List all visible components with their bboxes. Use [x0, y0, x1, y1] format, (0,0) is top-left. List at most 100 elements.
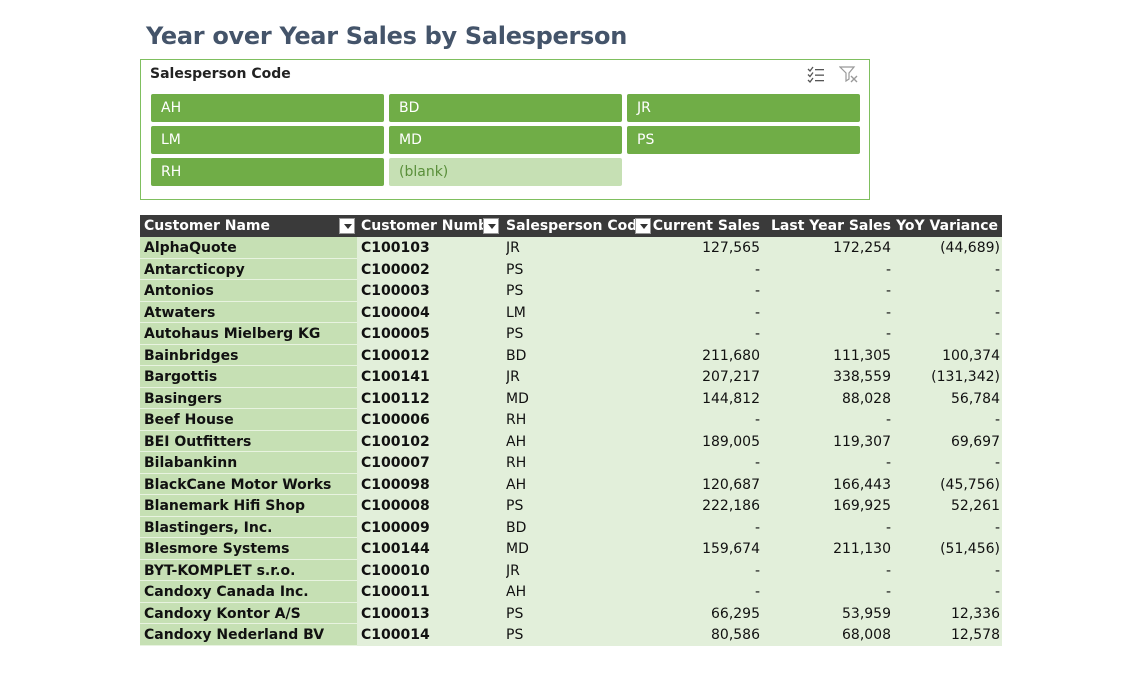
cell-customer-name[interactable]: Bilabankinn: [140, 452, 357, 474]
cell-yoy-variance[interactable]: -: [994, 519, 1000, 536]
cell-yoy-variance[interactable]: -: [994, 562, 1000, 579]
cell-customer-name[interactable]: Beef House: [140, 409, 357, 431]
cell-yoy-variance[interactable]: 69,697: [951, 433, 1000, 450]
cell-yoy-variance[interactable]: 100,374: [942, 347, 1000, 364]
cell-customer-name[interactable]: Blesmore Systems: [140, 538, 357, 560]
cell-salesperson-code[interactable]: PS: [506, 498, 524, 514]
cell-customer-number[interactable]: C100002: [361, 261, 430, 278]
cell-customer-number[interactable]: C100102: [361, 433, 430, 450]
cell-customer-number[interactable]: C100012: [361, 347, 430, 364]
cell-current-sales[interactable]: -: [754, 562, 760, 579]
cell-salesperson-code[interactable]: BD: [506, 347, 527, 364]
cell-customer-name[interactable]: Blastingers, Inc.: [140, 516, 357, 538]
cell-customer-number[interactable]: C100005: [361, 326, 430, 342]
cell-customer-number[interactable]: C100098: [361, 476, 430, 493]
cell-yoy-variance[interactable]: (131,342): [931, 369, 1000, 385]
cell-current-sales[interactable]: 80,586: [711, 627, 760, 643]
cell-customer-name[interactable]: BEI Outfitters: [140, 430, 357, 452]
filter-dropdown-customer-name[interactable]: [339, 218, 355, 234]
cell-customer-name[interactable]: Atwaters: [140, 301, 357, 323]
cell-yoy-variance[interactable]: (44,689): [940, 240, 1000, 256]
cell-current-sales[interactable]: 189,005: [702, 433, 760, 450]
cell-last-year-sales[interactable]: -: [885, 283, 891, 299]
cell-salesperson-code[interactable]: AH: [506, 433, 527, 450]
cell-customer-name[interactable]: Bargottis: [140, 366, 357, 388]
cell-salesperson-code[interactable]: BD: [506, 519, 527, 536]
cell-last-year-sales[interactable]: 53,959: [842, 605, 891, 622]
cell-customer-name[interactable]: Blanemark Hifi Shop: [140, 495, 357, 517]
cell-customer-number[interactable]: C100004: [361, 304, 430, 321]
slicer-item-lm[interactable]: LM: [151, 126, 384, 154]
slicer-item-jr[interactable]: JR: [627, 94, 860, 122]
cell-last-year-sales[interactable]: -: [885, 326, 891, 342]
cell-last-year-sales[interactable]: -: [885, 412, 891, 428]
cell-customer-name[interactable]: Autohaus Mielberg KG: [140, 323, 357, 345]
slicer-item-ps[interactable]: PS: [627, 126, 860, 154]
cell-last-year-sales[interactable]: 166,443: [833, 476, 891, 493]
clear-filter-icon[interactable]: [839, 65, 859, 83]
cell-last-year-sales[interactable]: 338,559: [833, 369, 891, 385]
cell-customer-name[interactable]: BlackCane Motor Works: [140, 473, 357, 495]
cell-customer-number[interactable]: C100013: [361, 605, 430, 622]
cell-current-sales[interactable]: -: [754, 304, 760, 321]
cell-last-year-sales[interactable]: 119,307: [833, 433, 891, 450]
cell-salesperson-code[interactable]: MD: [506, 541, 529, 557]
cell-yoy-variance[interactable]: -: [994, 261, 1000, 278]
cell-yoy-variance[interactable]: 12,336: [951, 605, 1000, 622]
cell-yoy-variance[interactable]: -: [994, 283, 1000, 299]
cell-last-year-sales[interactable]: -: [885, 261, 891, 278]
cell-salesperson-code[interactable]: RH: [506, 455, 527, 471]
cell-last-year-sales[interactable]: 111,305: [833, 347, 891, 364]
cell-salesperson-code[interactable]: PS: [506, 283, 524, 299]
slicer-item-bd[interactable]: BD: [389, 94, 622, 122]
cell-customer-name[interactable]: Antonios: [140, 280, 357, 302]
filter-dropdown-salesperson-code[interactable]: [635, 218, 651, 234]
cell-last-year-sales[interactable]: 68,008: [842, 627, 891, 643]
cell-customer-number[interactable]: C100014: [361, 627, 430, 643]
cell-yoy-variance[interactable]: -: [994, 304, 1000, 321]
cell-current-sales[interactable]: -: [754, 584, 760, 600]
cell-customer-name[interactable]: Basingers: [140, 387, 357, 409]
cell-current-sales[interactable]: -: [754, 455, 760, 471]
cell-last-year-sales[interactable]: 211,130: [833, 541, 891, 557]
cell-yoy-variance[interactable]: -: [994, 584, 1000, 600]
cell-customer-number[interactable]: C100010: [361, 562, 430, 579]
cell-yoy-variance[interactable]: 52,261: [951, 498, 1000, 514]
cell-salesperson-code[interactable]: JR: [506, 240, 520, 256]
cell-customer-name[interactable]: BYT-KOMPLET s.r.o.: [140, 559, 357, 581]
cell-customer-name[interactable]: Antarcticopy: [140, 258, 357, 280]
cell-salesperson-code[interactable]: PS: [506, 605, 524, 622]
cell-customer-name[interactable]: AlphaQuote: [140, 237, 357, 259]
cell-customer-number[interactable]: C100103: [361, 240, 430, 256]
cell-current-sales[interactable]: -: [754, 412, 760, 428]
cell-salesperson-code[interactable]: PS: [506, 627, 524, 643]
cell-current-sales[interactable]: 144,812: [702, 390, 760, 407]
cell-yoy-variance[interactable]: -: [994, 455, 1000, 471]
cell-customer-number[interactable]: C100007: [361, 455, 430, 471]
cell-customer-number[interactable]: C100112: [361, 390, 430, 407]
multi-select-icon[interactable]: [807, 65, 825, 83]
cell-last-year-sales[interactable]: -: [885, 304, 891, 321]
cell-last-year-sales[interactable]: 169,925: [833, 498, 891, 514]
cell-current-sales[interactable]: 159,674: [702, 541, 760, 557]
cell-salesperson-code[interactable]: PS: [506, 261, 524, 278]
cell-yoy-variance[interactable]: 56,784: [951, 390, 1000, 407]
cell-customer-name[interactable]: Candoxy Kontor A/S: [140, 602, 357, 624]
slicer-item-blank[interactable]: (blank): [389, 158, 622, 186]
cell-last-year-sales[interactable]: -: [885, 562, 891, 579]
cell-current-sales[interactable]: -: [754, 283, 760, 299]
cell-customer-number[interactable]: C100009: [361, 519, 430, 536]
cell-salesperson-code[interactable]: RH: [506, 412, 527, 428]
slicer-item-md[interactable]: MD: [389, 126, 622, 154]
cell-yoy-variance[interactable]: (45,756): [940, 476, 1000, 493]
cell-customer-number[interactable]: C100006: [361, 412, 430, 428]
cell-current-sales[interactable]: 127,565: [702, 240, 760, 256]
slicer-item-rh[interactable]: RH: [151, 158, 384, 186]
cell-last-year-sales[interactable]: -: [885, 584, 891, 600]
cell-current-sales[interactable]: 66,295: [711, 605, 760, 622]
cell-current-sales[interactable]: -: [754, 261, 760, 278]
cell-current-sales[interactable]: 207,217: [702, 369, 760, 385]
cell-salesperson-code[interactable]: LM: [506, 304, 526, 321]
cell-yoy-variance[interactable]: 12,578: [951, 627, 1000, 643]
cell-current-sales[interactable]: -: [754, 519, 760, 536]
